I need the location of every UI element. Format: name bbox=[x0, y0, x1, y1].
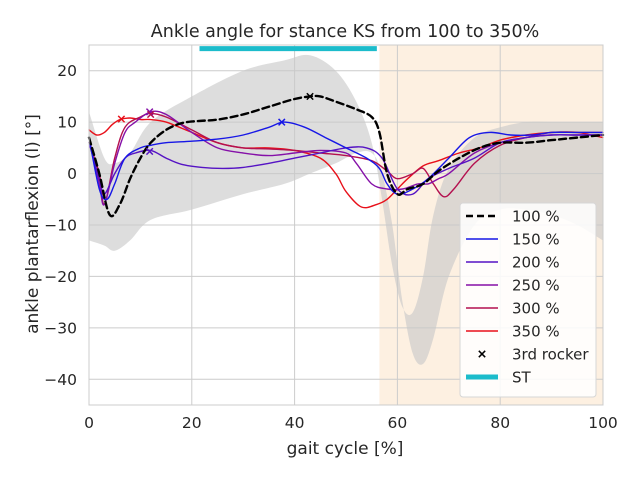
legend-label-1: 150 % bbox=[512, 231, 560, 249]
rocker-marker-4 bbox=[146, 110, 155, 119]
series-line-4 bbox=[88, 112, 604, 206]
rocker-marker-stroke bbox=[117, 115, 126, 123]
legend-entry-1: 150 % bbox=[466, 231, 560, 249]
y-tick-label-0: 20 bbox=[57, 62, 77, 80]
y-axis-label: ankle plantarflexion (l) [°] bbox=[23, 114, 43, 334]
y-tick-label-1: 10 bbox=[57, 114, 77, 132]
y-tick-label-4: −20 bbox=[44, 268, 77, 286]
chart-title: Ankle angle for stance KS from 100 to 35… bbox=[151, 22, 539, 42]
legend-entry-4: 300 % bbox=[466, 300, 560, 318]
rocker-marker-5 bbox=[117, 115, 126, 123]
legend-label-2: 200 % bbox=[512, 254, 560, 272]
range-band bbox=[89, 54, 603, 365]
series-line-3 bbox=[88, 110, 604, 206]
x-tick-label-0: 0 bbox=[84, 414, 94, 432]
legend-label-7: ST bbox=[512, 369, 532, 387]
x-tick-label-2: 40 bbox=[285, 414, 305, 432]
rocker-marker-0 bbox=[306, 92, 314, 101]
legend-handle-rocker bbox=[478, 350, 486, 358]
rocker-marker-2 bbox=[145, 147, 154, 156]
rocker-marker-stroke bbox=[306, 92, 314, 101]
legend-entry-6: 3rd rocker bbox=[478, 346, 589, 364]
x-tick-label-4: 80 bbox=[490, 414, 510, 432]
y-tick-label-5: −30 bbox=[44, 319, 77, 337]
legend: 100 % 150 % 200 % 250 % 300 % 350 % 3rd rocker… bbox=[459, 202, 597, 398]
axes-frame bbox=[88, 44, 604, 406]
rocker-marker-1 bbox=[278, 118, 286, 126]
legend-entry-7: ST bbox=[466, 369, 532, 387]
legend-label-0: 100 % bbox=[512, 208, 560, 226]
series-line-1 bbox=[88, 121, 604, 201]
legend-label-5: 350 % bbox=[512, 323, 560, 341]
legend-entry-0: 100 % bbox=[466, 208, 560, 226]
legend-label-4: 300 % bbox=[512, 300, 560, 318]
x-tick-label-5: 100 bbox=[588, 414, 618, 432]
series-line-0 bbox=[87, 94, 605, 218]
legend-entry-5: 350 % bbox=[466, 323, 560, 341]
legend-box bbox=[459, 202, 597, 398]
x-tick-label-3: 60 bbox=[388, 414, 408, 432]
rocker-marker-stroke bbox=[145, 108, 154, 116]
rocker-marker-stroke bbox=[145, 147, 154, 156]
legend-entry-3: 250 % bbox=[466, 277, 560, 295]
legend-label-6: 3rd rocker bbox=[512, 346, 589, 364]
y-tick-label-3: −10 bbox=[44, 217, 77, 235]
rocker-marker-stroke bbox=[278, 118, 286, 126]
legend-label-3: 250 % bbox=[512, 277, 560, 295]
rocker-marker-stroke bbox=[146, 110, 155, 119]
legend-entry-2: 200 % bbox=[466, 254, 560, 272]
x-axis-label: gait cycle [%] bbox=[287, 439, 404, 459]
x-tick-label-1: 20 bbox=[182, 414, 202, 432]
y-tick-label-6: −40 bbox=[44, 371, 77, 389]
y-tick-label-2: 0 bbox=[67, 165, 77, 183]
series-line-2 bbox=[88, 134, 604, 196]
